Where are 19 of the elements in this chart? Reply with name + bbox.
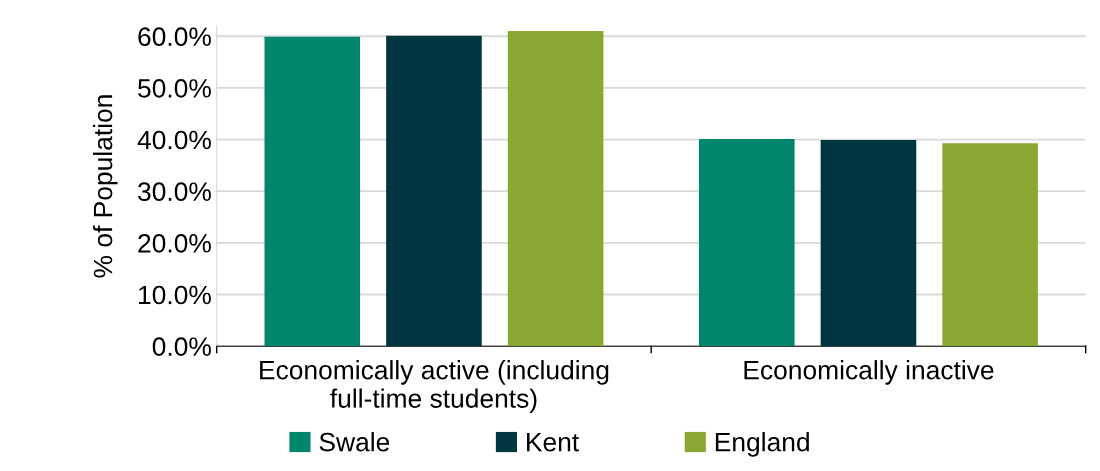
- x-tick-label: Economically active (including full-time students): [260, 360, 609, 414]
- legend-label: England: [715, 432, 809, 457]
- y-tick-label: 20.0%: [138, 234, 211, 253]
- bar: [507, 31, 604, 347]
- bar: [264, 36, 361, 347]
- y-tick-label: 60.0%: [138, 27, 211, 47]
- bar: [699, 139, 795, 347]
- legend-label: Swale: [319, 432, 390, 452]
- y-tick-label: 30.0%: [138, 182, 211, 202]
- y-tick-label: 40.0%: [137, 130, 211, 150]
- y-axis-title: % of Population: [92, 95, 118, 278]
- y-tick-label: 0.0%: [152, 337, 211, 357]
- legend-label: Kent: [527, 433, 579, 452]
- y-tick-label: 50.0%: [138, 79, 211, 98]
- x-tick-label: Economically inactive: [744, 360, 994, 385]
- y-tick-label: 10.0%: [139, 285, 211, 305]
- bar: [820, 140, 917, 347]
- bar: [942, 143, 1038, 347]
- bar: [386, 35, 482, 347]
